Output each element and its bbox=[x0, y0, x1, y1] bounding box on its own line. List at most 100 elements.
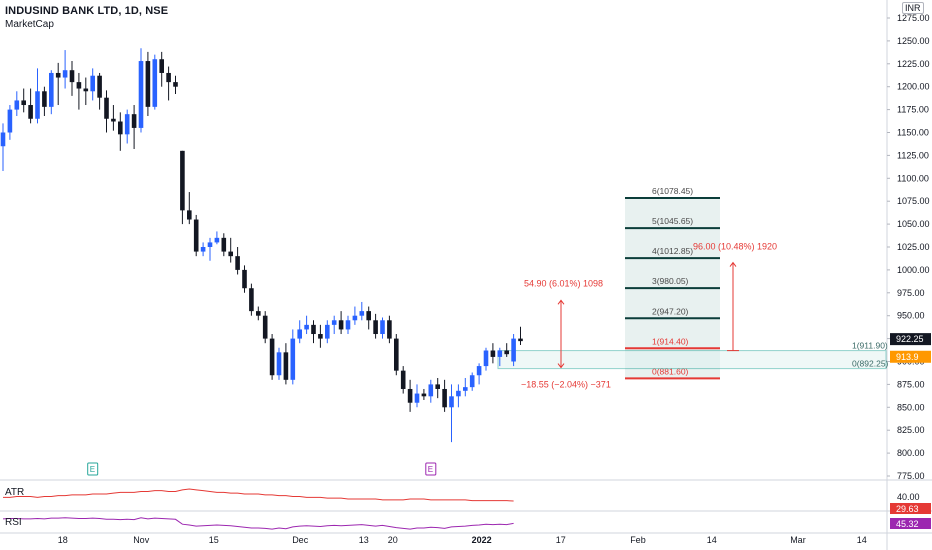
candle-body[interactable] bbox=[449, 396, 454, 408]
candle-body[interactable] bbox=[366, 311, 371, 321]
candle-body[interactable] bbox=[118, 121, 123, 135]
candle-body[interactable] bbox=[173, 82, 178, 87]
candle-body[interactable] bbox=[14, 100, 20, 110]
candle-body[interactable] bbox=[152, 59, 158, 107]
candle-body[interactable] bbox=[159, 59, 164, 73]
candle-body[interactable] bbox=[428, 384, 434, 397]
candle-body[interactable] bbox=[111, 118, 116, 122]
candle-body[interactable] bbox=[394, 338, 399, 371]
candle-body[interactable] bbox=[104, 97, 109, 119]
y-tick-label: 1275.00 bbox=[897, 13, 930, 23]
x-tick-label: 20 bbox=[388, 535, 398, 545]
candle-body[interactable] bbox=[28, 105, 33, 119]
candle-body[interactable] bbox=[207, 242, 213, 247]
candle-body[interactable] bbox=[318, 334, 323, 339]
price-tag-current[interactable] bbox=[890, 350, 931, 363]
measure-label-2: 96.00 (10.48%) 1920 bbox=[693, 242, 777, 252]
candle-body[interactable] bbox=[442, 388, 447, 408]
candle-body[interactable] bbox=[249, 288, 254, 312]
rsi-pane-label[interactable]: RSI bbox=[5, 517, 22, 528]
candle-body[interactable] bbox=[138, 61, 144, 128]
candle-body[interactable] bbox=[76, 82, 82, 89]
candle-body[interactable] bbox=[511, 338, 516, 362]
y-tick-label: 1025.00 bbox=[897, 242, 930, 252]
candle-body[interactable] bbox=[331, 320, 337, 325]
candle-body[interactable] bbox=[483, 350, 489, 367]
candle-body[interactable] bbox=[49, 72, 54, 107]
candle-body[interactable] bbox=[345, 320, 351, 330]
candle-body[interactable] bbox=[242, 269, 247, 289]
candle-body[interactable] bbox=[235, 256, 240, 270]
candle-body[interactable] bbox=[421, 393, 427, 397]
candle-body[interactable] bbox=[463, 387, 468, 391]
candle-body[interactable] bbox=[400, 370, 406, 389]
candle-body[interactable] bbox=[42, 91, 47, 107]
indicator-marketcap-label[interactable]: MarketCap bbox=[5, 19, 54, 30]
candle-body[interactable] bbox=[311, 324, 316, 335]
candle-body[interactable] bbox=[256, 311, 261, 316]
candle-body[interactable] bbox=[490, 350, 496, 357]
y-tick-label: 1100.00 bbox=[897, 173, 929, 183]
x-tick-label: 14 bbox=[857, 535, 867, 545]
candle-body[interactable] bbox=[290, 338, 296, 380]
candle-body[interactable] bbox=[504, 350, 509, 355]
candle-body[interactable] bbox=[469, 375, 475, 388]
candle-body[interactable] bbox=[124, 114, 130, 135]
atr-line[interactable] bbox=[3, 488, 514, 502]
atr-value-tag bbox=[890, 503, 931, 514]
candle-body[interactable] bbox=[476, 366, 482, 376]
candle-body[interactable] bbox=[69, 70, 75, 83]
candle-body[interactable] bbox=[325, 324, 330, 339]
support-zone-box[interactable] bbox=[497, 350, 887, 370]
candle-body[interactable] bbox=[97, 75, 102, 98]
candle-body[interactable] bbox=[297, 329, 302, 339]
candle-body[interactable] bbox=[7, 109, 13, 133]
x-tick-label: Dec bbox=[292, 535, 309, 545]
candle-body[interactable] bbox=[55, 72, 61, 78]
candle-body[interactable] bbox=[352, 315, 358, 321]
candle-body[interactable] bbox=[269, 338, 275, 376]
zone-bottom-label: 0(892.25) bbox=[852, 359, 889, 369]
price-tag-last-value: 922.25 bbox=[896, 334, 924, 344]
candle-body[interactable] bbox=[214, 237, 220, 243]
candle-body[interactable] bbox=[83, 88, 89, 92]
candle-body[interactable] bbox=[90, 75, 95, 92]
candle-body[interactable] bbox=[187, 210, 192, 220]
candle-body[interactable] bbox=[0, 132, 6, 147]
earnings-event-marker[interactable] bbox=[425, 462, 437, 476]
candle-body[interactable] bbox=[228, 251, 233, 257]
candle-body[interactable] bbox=[387, 320, 392, 339]
candle-body[interactable] bbox=[166, 72, 171, 83]
candle-body[interactable] bbox=[193, 219, 199, 252]
candle-body[interactable] bbox=[407, 388, 413, 403]
candle-body[interactable] bbox=[21, 100, 26, 106]
candle-body[interactable] bbox=[414, 393, 420, 403]
x-tick-label: 18 bbox=[58, 535, 68, 545]
candle-body[interactable] bbox=[338, 320, 344, 330]
candle-body[interactable] bbox=[283, 352, 289, 380]
candle-body[interactable] bbox=[304, 324, 309, 330]
candle-body[interactable] bbox=[200, 247, 206, 252]
rsi-line[interactable] bbox=[2, 517, 514, 530]
candle-body[interactable] bbox=[497, 350, 503, 357]
candle-body[interactable] bbox=[276, 352, 282, 376]
y-tick-label: 875.00 bbox=[897, 379, 925, 389]
candle-body[interactable] bbox=[221, 237, 227, 252]
candle-body[interactable] bbox=[35, 91, 40, 119]
candle-body[interactable] bbox=[180, 150, 185, 211]
candle-body[interactable] bbox=[131, 114, 137, 128]
candle-body[interactable] bbox=[456, 390, 461, 397]
candle-body[interactable] bbox=[145, 61, 151, 107]
candle-body[interactable] bbox=[262, 315, 268, 339]
earnings-event-marker[interactable] bbox=[87, 462, 99, 476]
price-tag-last[interactable] bbox=[890, 333, 931, 346]
candle-body[interactable] bbox=[435, 384, 440, 389]
candle-body[interactable] bbox=[518, 338, 523, 342]
candle-body[interactable] bbox=[62, 70, 68, 78]
candle-body[interactable] bbox=[359, 311, 365, 316]
atr-pane-label[interactable]: ATR bbox=[5, 487, 25, 498]
candle-body[interactable] bbox=[380, 320, 385, 335]
candle-body[interactable] bbox=[373, 320, 378, 335]
currency-badge[interactable]: INR bbox=[902, 2, 924, 14]
